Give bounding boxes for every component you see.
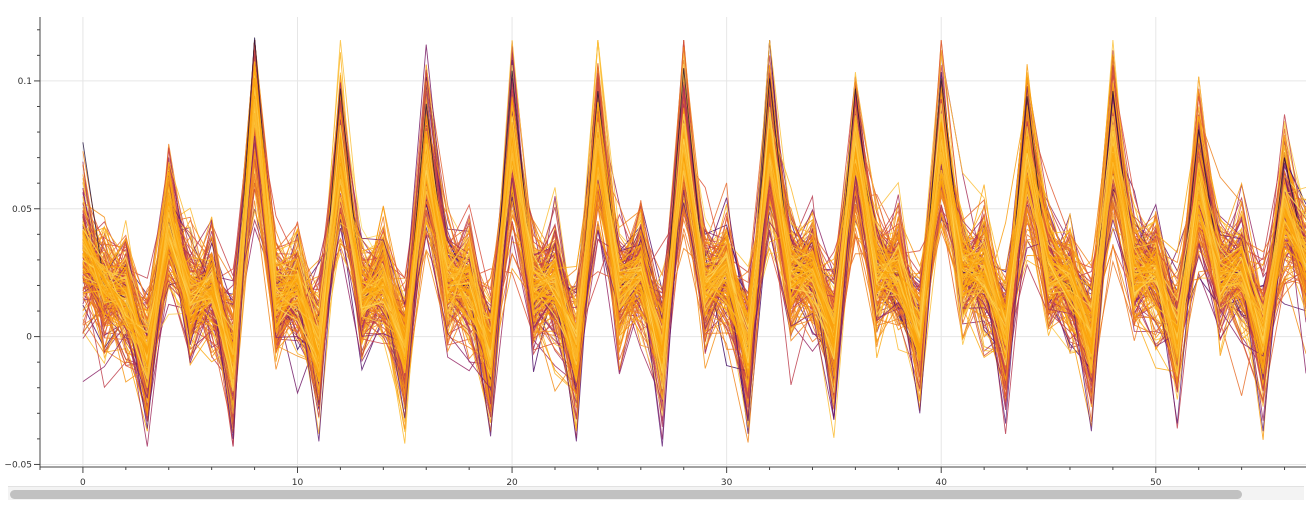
series-layer bbox=[82, 37, 1306, 447]
x-tick-label: 30 bbox=[721, 478, 733, 486]
line-chart: 0 10 20 30 40 50 −0.05 0 0.05 0.1 bbox=[4, 17, 1306, 486]
x-tick-label: 40 bbox=[935, 478, 947, 486]
scrollbar-thumb[interactable] bbox=[10, 490, 1242, 499]
x-tick-label: 0 bbox=[80, 478, 86, 486]
horizontal-scrollbar[interactable] bbox=[8, 486, 1304, 500]
series-line bbox=[82, 135, 1306, 413]
x-tick-label: 20 bbox=[506, 478, 518, 486]
y-tick-label: 0 bbox=[26, 333, 32, 343]
x-tick-label: 50 bbox=[1150, 478, 1162, 486]
y-tick-label: 0.05 bbox=[12, 205, 32, 215]
series-line bbox=[82, 39, 1306, 414]
x-tick-label: 10 bbox=[292, 478, 304, 486]
y-tick-label: 0.1 bbox=[18, 77, 32, 87]
series-line bbox=[82, 98, 1306, 360]
axes-layer: 0 10 20 30 40 50 −0.05 0 0.05 0.1 bbox=[4, 17, 1306, 486]
y-tick-label: −0.05 bbox=[4, 460, 32, 470]
